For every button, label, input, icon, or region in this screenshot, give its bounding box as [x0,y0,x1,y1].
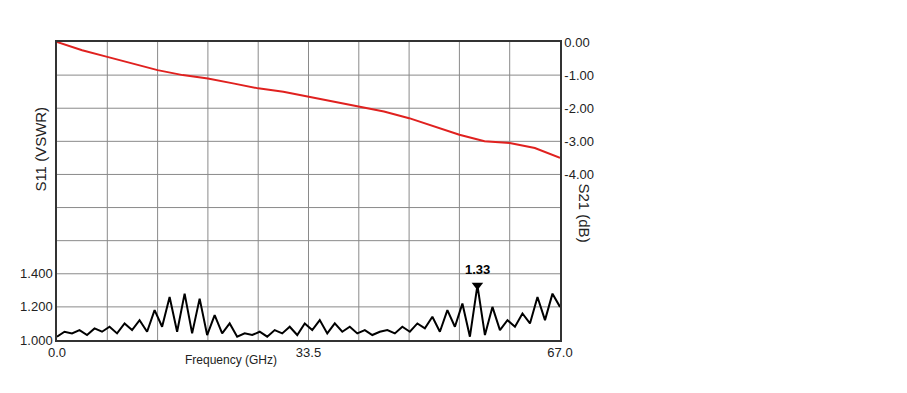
svg-text:0.0: 0.0 [48,345,66,360]
svg-text:Frequency (GHz): Frequency (GHz) [185,353,277,367]
svg-text:-1.00: -1.00 [564,68,594,83]
svg-text:67.0: 67.0 [547,345,572,360]
svg-text:S21 (dB): S21 (dB) [576,183,593,242]
svg-text:1.400: 1.400 [20,266,53,281]
svg-text:1.200: 1.200 [20,299,53,314]
svg-text:1.000: 1.000 [20,333,53,348]
svg-text:S11 (VSWR): S11 (VSWR) [32,107,49,192]
svg-text:-3.00: -3.00 [564,134,594,149]
svg-text:33.5: 33.5 [296,345,321,360]
svg-text:-4.00: -4.00 [564,167,594,182]
svg-text:1.33: 1.33 [465,262,490,277]
svg-text:-2.00: -2.00 [564,101,594,116]
svg-text:0.00: 0.00 [564,35,589,50]
